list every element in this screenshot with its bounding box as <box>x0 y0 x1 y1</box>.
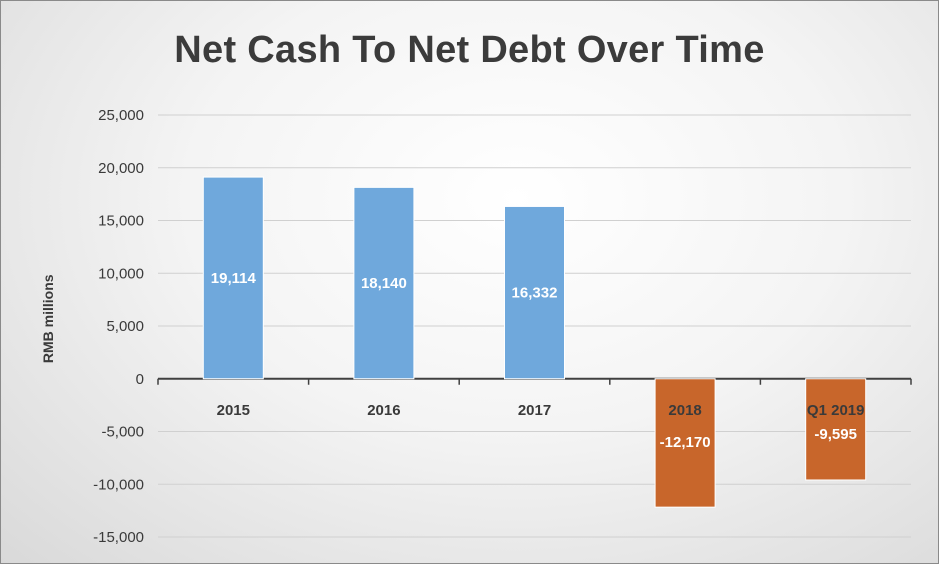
bar-2015 <box>202 176 264 380</box>
data-label: 18,140 <box>361 275 407 292</box>
bar-2018 <box>654 378 716 508</box>
y-tick-label: -10,000 <box>93 476 144 493</box>
category-label: Q1 2019 <box>807 402 865 419</box>
y-tick-label: 0 <box>136 371 144 388</box>
chart-title: Net Cash To Net Debt Over Time <box>174 29 765 71</box>
data-label: -9,595 <box>814 426 857 443</box>
y-tick-label: 10,000 <box>98 265 144 282</box>
data-label: -12,170 <box>660 434 711 451</box>
y-tick-label: 25,000 <box>98 107 144 124</box>
y-axis-title: RMB millions <box>40 274 56 363</box>
y-tick-label: 15,000 <box>98 213 144 230</box>
category-label: 2016 <box>367 402 400 419</box>
data-label: 16,332 <box>512 285 558 302</box>
category-label: 2018 <box>668 402 701 419</box>
y-tick-label: 20,000 <box>98 160 144 177</box>
bar-2017 <box>504 205 565 380</box>
bar-2016 <box>353 186 415 380</box>
y-tick-label: -15,000 <box>93 529 144 546</box>
data-label: 19,114 <box>211 270 257 287</box>
category-label: 2015 <box>217 402 250 419</box>
y-tick-label: 5,000 <box>106 318 144 335</box>
bar-q1-2019 <box>805 378 867 481</box>
y-tick-label: -5,000 <box>101 424 144 441</box>
category-label: 2017 <box>518 402 551 419</box>
